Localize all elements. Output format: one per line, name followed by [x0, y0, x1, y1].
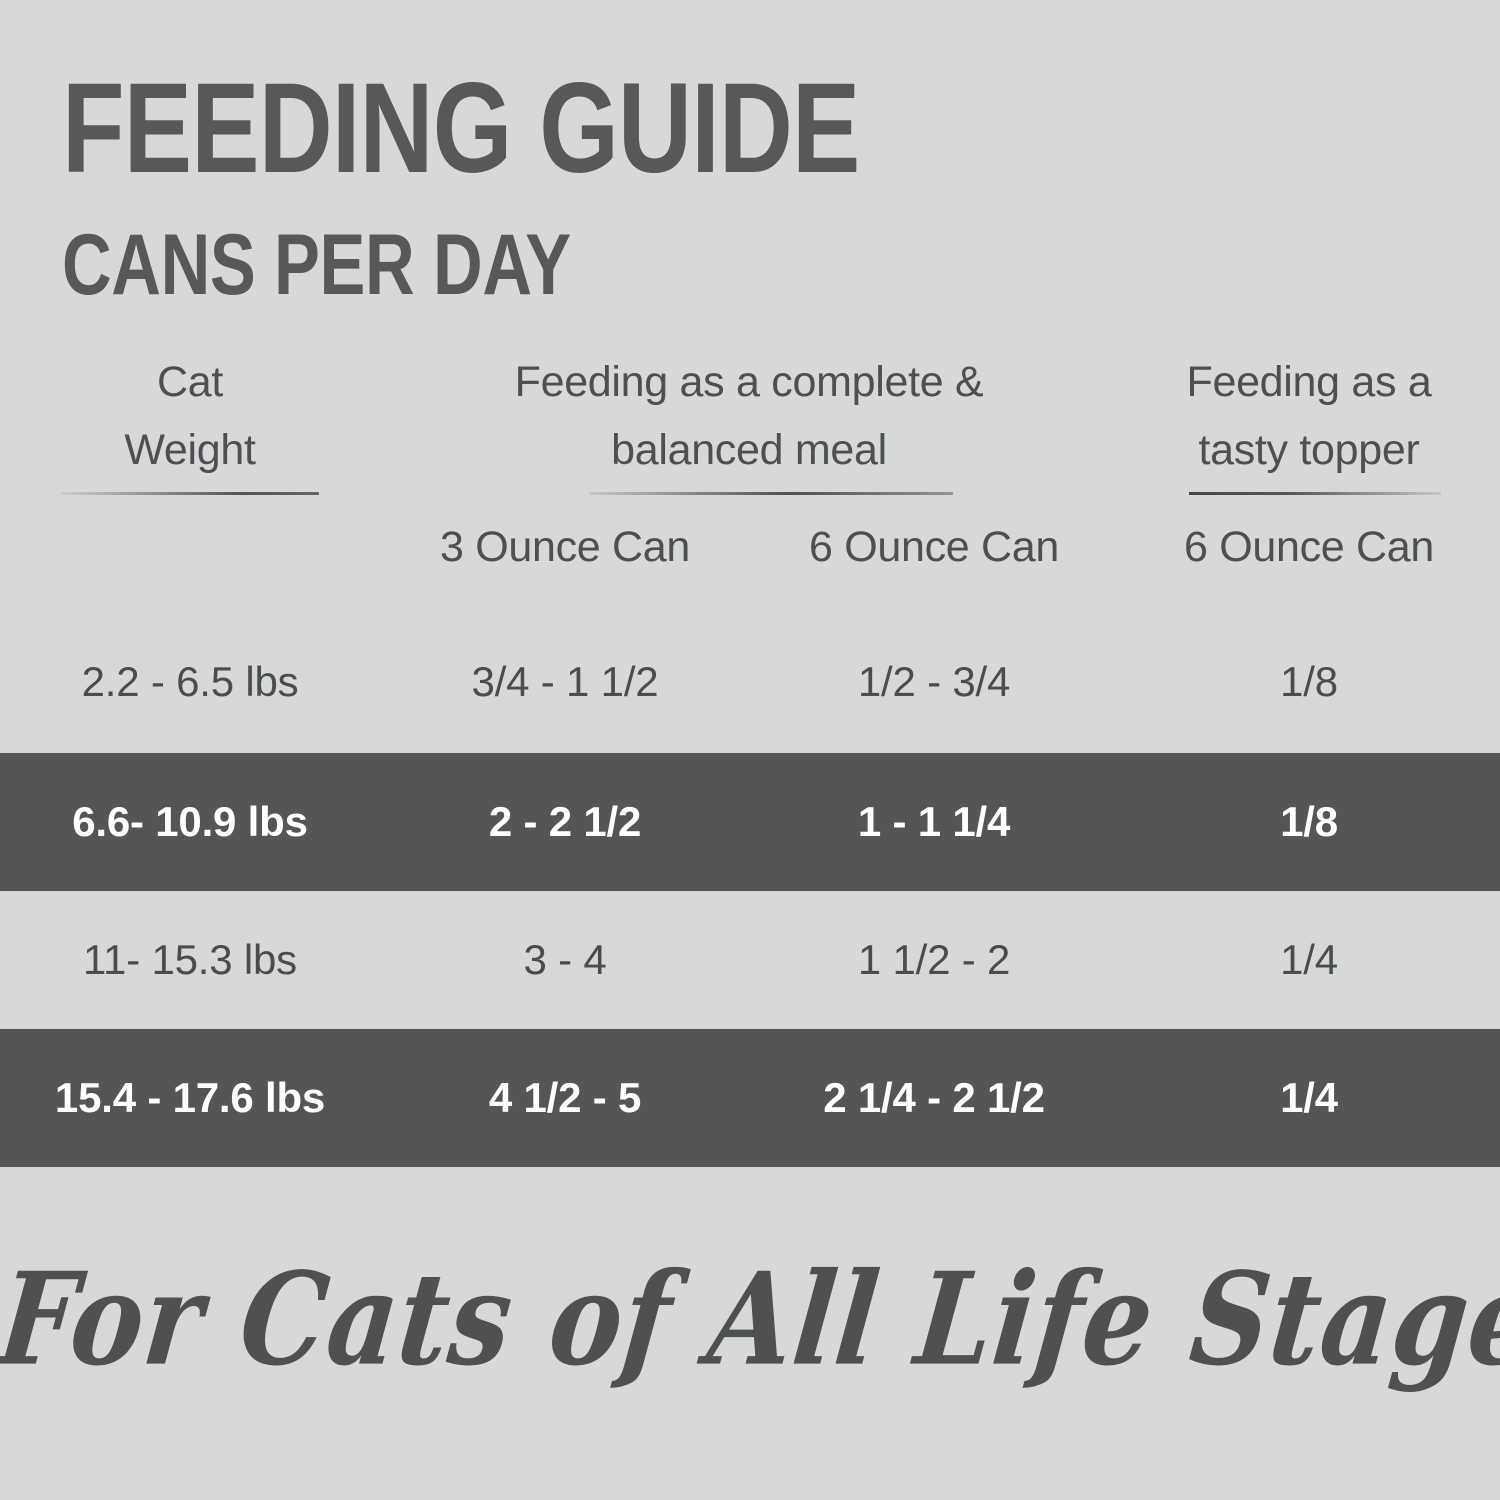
subheader-6-ounce-can-meal: 6 Ounce Can [808, 523, 1060, 571]
cell-cat-weight: 15.4 - 17.6 lbs [54, 1074, 326, 1121]
title-block: FEEDING GUIDE CANS PER DAY [62, 57, 1442, 313]
cell-cat-weight: 11- 15.3 lbs [83, 936, 297, 983]
cell-complete-3oz: 3/4 - 1 1/2 [471, 658, 659, 705]
table-row: 2.2 - 6.5 lbs 3/4 - 1 1/2 1/2 - 3/4 1/8 [0, 613, 1500, 751]
page-subtitle: CANS PER DAY [62, 217, 571, 313]
group-header-complete-balanced-meal: Feeding as a complete & balanced meal [380, 348, 1118, 495]
group-header-line2: tasty topper [1198, 426, 1420, 474]
table-row: 11- 15.3 lbs 3 - 4 1 1/2 - 2 1/4 [0, 891, 1500, 1029]
subheader-6-ounce-can-topper: 6 Ounce Can [1183, 523, 1435, 571]
cell-cat-weight: 6.6- 10.9 lbs [72, 798, 308, 845]
cell-complete-6oz: 1 - 1 1/4 [857, 798, 1011, 845]
cell-complete-3oz: 3 - 4 [523, 936, 607, 983]
group-header-line2: Weight [124, 426, 256, 474]
table-row: 6.6- 10.9 lbs 2 - 2 1/2 1 - 1 1/4 1/8 [0, 753, 1500, 891]
table-group-header-row: Cat Weight Feeding as a complete & balan… [0, 348, 1500, 495]
cell-complete-3oz: 4 1/2 - 5 [488, 1074, 642, 1121]
header-underline [589, 492, 953, 495]
header-underline [61, 492, 319, 495]
footer-tagline: For Cats of All Life Stages [0, 1245, 1500, 1395]
cell-topper-6oz: 1/8 [1280, 798, 1338, 845]
group-header-line1: Feeding as a [1186, 358, 1432, 406]
group-header-line2: balanced meal [611, 426, 887, 474]
group-header-tasty-topper: Feeding as a tasty topper [1118, 348, 1500, 495]
subheader-blank [0, 521, 380, 573]
cell-cat-weight: 2.2 - 6.5 lbs [81, 658, 299, 705]
subheader-3-ounce-can: 3 Ounce Can [439, 523, 691, 571]
cell-topper-6oz: 1/8 [1280, 658, 1338, 705]
group-header-line1: Feeding as a complete & [514, 358, 984, 406]
feeding-table: Cat Weight Feeding as a complete & balan… [0, 348, 1500, 1167]
cell-complete-3oz: 2 - 2 1/2 [488, 798, 642, 845]
group-header-cat-weight: Cat Weight [0, 348, 380, 495]
table-row: 15.4 - 17.6 lbs 4 1/2 - 5 2 1/4 - 2 1/2 … [0, 1029, 1500, 1167]
cell-complete-6oz: 2 1/4 - 2 1/2 [823, 1074, 1045, 1121]
cell-topper-6oz: 1/4 [1280, 936, 1338, 983]
cell-complete-6oz: 1 1/2 - 2 [857, 936, 1011, 983]
cell-topper-6oz: 1/4 [1280, 1074, 1338, 1121]
table-subheader-row: 3 Ounce Can 6 Ounce Can 6 Ounce Can [0, 521, 1500, 573]
group-header-line1: Cat [156, 358, 223, 406]
page-title: FEEDING GUIDE [62, 57, 860, 200]
cell-complete-6oz: 1/2 - 3/4 [857, 658, 1011, 705]
header-underline [1189, 492, 1441, 495]
